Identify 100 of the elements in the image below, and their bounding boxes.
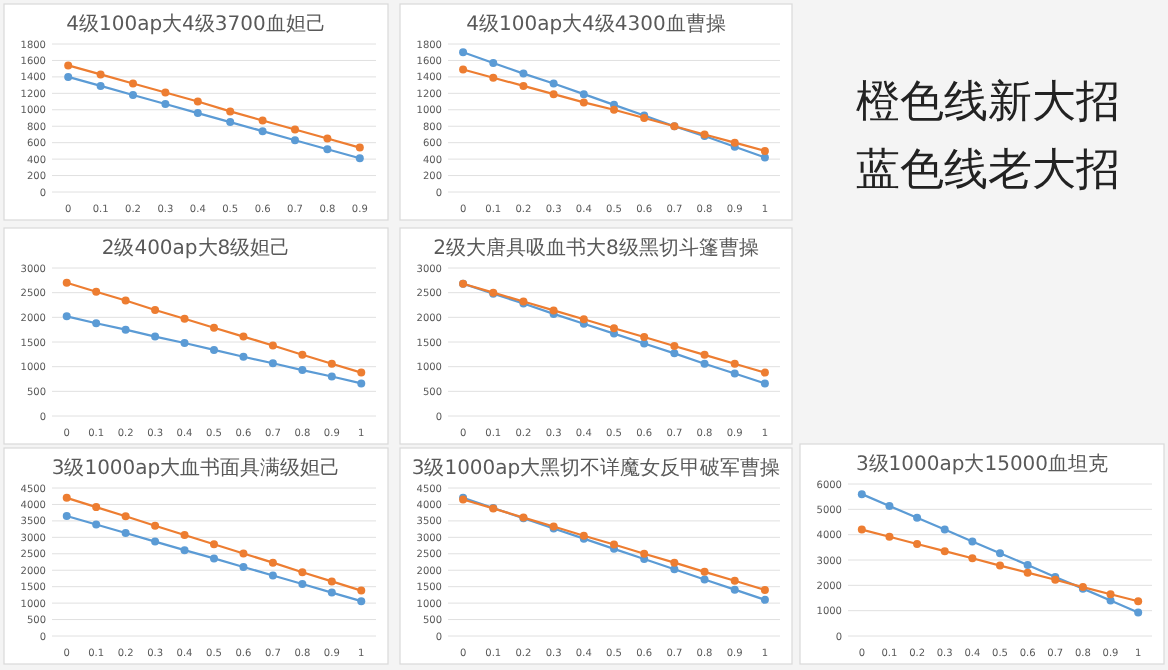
point xyxy=(640,339,649,348)
chart-title: 3级1000ap大15000血坦克 xyxy=(855,452,1109,476)
point xyxy=(700,359,709,368)
point xyxy=(357,597,366,606)
point xyxy=(210,554,218,563)
point xyxy=(996,561,1004,570)
point xyxy=(239,352,248,361)
point xyxy=(760,153,769,162)
point xyxy=(670,558,679,567)
point xyxy=(129,79,137,88)
point xyxy=(459,48,468,57)
point xyxy=(857,490,866,499)
chart-title: 2级400ap大8级妲己 xyxy=(101,236,291,260)
point xyxy=(121,512,130,521)
chart-title: 4级100ap大4级3700血妲己 xyxy=(66,12,326,36)
point xyxy=(210,323,218,332)
point xyxy=(92,287,101,296)
point xyxy=(489,73,498,82)
point xyxy=(327,577,336,586)
point xyxy=(96,81,105,90)
point xyxy=(62,278,71,287)
point xyxy=(610,105,618,114)
point xyxy=(357,379,366,388)
point xyxy=(760,368,769,377)
point xyxy=(298,366,307,375)
point xyxy=(161,88,170,97)
point xyxy=(64,72,73,81)
point xyxy=(92,503,101,512)
point xyxy=(268,359,277,368)
point xyxy=(519,69,528,78)
point xyxy=(180,338,189,347)
point xyxy=(62,312,71,321)
point xyxy=(610,324,618,333)
point xyxy=(579,90,588,99)
point xyxy=(62,511,71,520)
point xyxy=(857,525,866,534)
point xyxy=(268,341,277,350)
point xyxy=(355,154,364,163)
point xyxy=(549,79,558,88)
point xyxy=(92,319,101,328)
point xyxy=(239,332,248,341)
point xyxy=(327,588,336,597)
point xyxy=(549,90,558,99)
point xyxy=(519,81,528,90)
point xyxy=(355,143,364,152)
point xyxy=(640,333,649,342)
point xyxy=(1023,568,1032,577)
point xyxy=(968,554,977,563)
point xyxy=(291,136,299,145)
point xyxy=(760,146,769,155)
point xyxy=(96,70,105,79)
point xyxy=(670,341,679,350)
point xyxy=(885,502,894,511)
point xyxy=(1134,608,1143,617)
point xyxy=(760,595,769,604)
chart-title: 3级1000ap大黑切不详魔女反甲破军曹操 xyxy=(411,456,781,480)
point xyxy=(268,571,277,580)
point xyxy=(323,145,332,154)
point xyxy=(489,58,498,67)
point xyxy=(62,493,71,502)
point xyxy=(92,520,101,529)
point xyxy=(640,549,649,558)
point xyxy=(700,567,709,576)
text: 橙色线新大招 xyxy=(856,78,1120,128)
point xyxy=(1134,597,1143,606)
point xyxy=(940,547,949,556)
point xyxy=(226,107,235,116)
point xyxy=(459,65,468,74)
point xyxy=(298,350,307,359)
point xyxy=(670,349,679,358)
point xyxy=(579,98,588,107)
point xyxy=(151,305,160,314)
chart-title: 4级100ap大4级4300血曹操 xyxy=(466,12,726,36)
point xyxy=(913,513,922,522)
point xyxy=(1106,590,1115,599)
point xyxy=(210,345,218,354)
point xyxy=(239,562,248,571)
point xyxy=(180,546,189,555)
point xyxy=(760,379,769,388)
point xyxy=(730,585,739,594)
point xyxy=(121,325,130,334)
point xyxy=(180,314,189,323)
point xyxy=(151,332,160,341)
point xyxy=(151,537,160,546)
chart-title: 2级大唐具吸血书大8级黑切斗篷曹操 xyxy=(433,236,759,260)
point xyxy=(268,558,277,567)
point xyxy=(730,359,739,368)
point xyxy=(298,568,307,577)
point xyxy=(121,529,130,538)
point xyxy=(323,134,332,143)
text: 蓝色线老大招 xyxy=(856,146,1120,196)
point xyxy=(129,90,137,99)
point xyxy=(357,368,366,377)
point xyxy=(161,100,170,109)
point xyxy=(760,585,769,594)
point xyxy=(1023,561,1032,570)
point xyxy=(121,296,130,305)
point xyxy=(210,540,218,549)
point xyxy=(885,532,894,541)
point xyxy=(730,369,739,378)
